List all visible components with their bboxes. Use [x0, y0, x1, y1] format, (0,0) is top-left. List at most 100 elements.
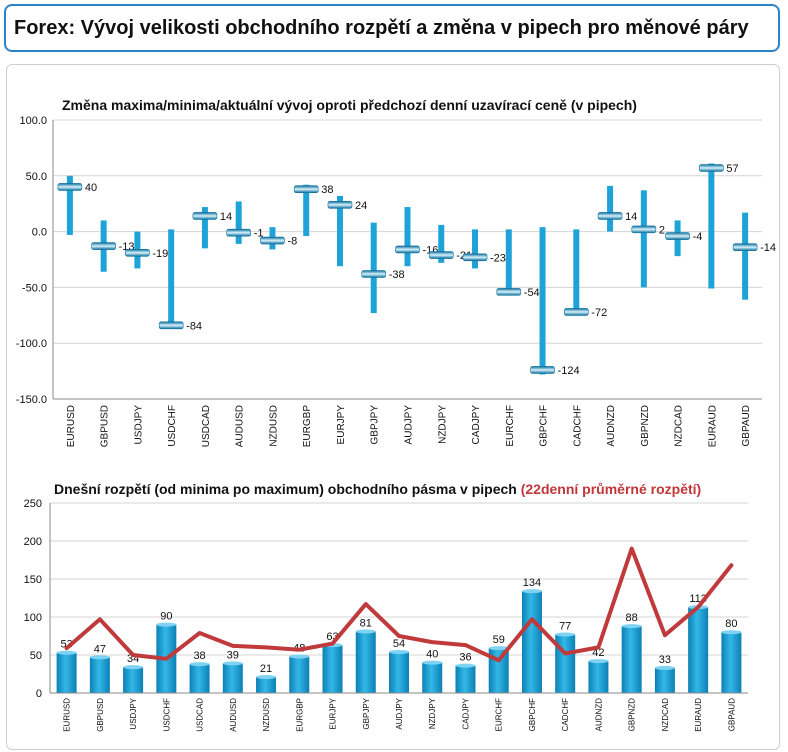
chart2-bar-cap: [555, 632, 576, 637]
chart2-bar-cap: [422, 660, 443, 665]
chart2-data-label: 39: [227, 649, 239, 661]
chart2-bar: [355, 631, 376, 693]
chart2-category-label: GBPJPY: [362, 697, 371, 729]
chart2-data-label: 81: [360, 617, 372, 629]
chart1-range-bar: [472, 229, 479, 269]
chart2-category-label: USDCAD: [196, 698, 205, 732]
chart2-bar: [521, 591, 542, 693]
chart1-range-bar: [505, 229, 512, 295]
chart2-data-label: 40: [426, 649, 438, 661]
chart1-range-bar: [201, 207, 208, 249]
chart2-data-label: 54: [393, 638, 405, 650]
chart2-bar-cap: [256, 675, 277, 680]
chart1-current-marker: [496, 288, 522, 296]
chart1-data-label: -1: [254, 228, 264, 240]
chart2-bar: [488, 648, 509, 693]
chart1-category-label: GBPJPY: [370, 405, 381, 445]
chart1-category-label: NZDJPY: [437, 405, 448, 444]
chart1-ytick-label: 0.0: [32, 227, 47, 239]
chart2-data-label: 36: [459, 652, 471, 664]
page-header: Forex: Vývoj velikosti obchodního rozpět…: [4, 4, 780, 52]
chart1-data-label: -84: [186, 320, 202, 332]
chart2-category-label: EURAUD: [694, 698, 703, 732]
chart1-current-marker: [327, 201, 353, 209]
chart1-data-label: -19: [152, 248, 168, 260]
chart2-ytick-label: 100: [24, 612, 42, 624]
chart2-category-label: GBPAUD: [727, 698, 736, 731]
chart2-bar: [256, 677, 277, 693]
chart1-current-marker: [462, 253, 488, 262]
chart2-category-label: GBPNZD: [628, 698, 637, 732]
chart1-category-label: GBPCHF: [539, 405, 550, 447]
chart2-category-label: NZDCAD: [661, 698, 670, 732]
chart2-bar-cap: [189, 662, 210, 667]
chart2-bar: [189, 664, 210, 693]
chart1-category-label: NZDUSD: [268, 405, 279, 447]
chart1-range-bar: [573, 229, 580, 314]
chart1-ytick-label: -50.0: [22, 282, 47, 294]
chart2-title: Dnešní rozpětí (od minima po maximum) ob…: [54, 481, 701, 497]
chart2-bar: [688, 607, 709, 693]
chart2-bar-cap: [588, 659, 609, 664]
chart2-bar: [222, 663, 243, 693]
chart2-category-label: EURGBP: [295, 698, 304, 732]
chart2-bar-cap: [389, 649, 409, 654]
chart2-data-label: 77: [559, 620, 571, 632]
chart1-category-label: USDCHF: [167, 405, 178, 447]
chart1-data-label: 38: [321, 184, 333, 196]
chart2-bar-cap: [355, 629, 376, 634]
chart2-bar: [721, 632, 742, 693]
chart1-ytick-label: 100.0: [19, 115, 47, 127]
chart2-data-label: 21: [260, 663, 272, 675]
chart1-range-bar: [438, 224, 445, 263]
chart2-data-label: 59: [493, 634, 505, 646]
chart2-ytick-label: 0: [36, 688, 42, 700]
chart1-category-label: CADCHF: [572, 405, 583, 447]
chart1-data-label: 14: [220, 211, 232, 223]
chart2-bar: [455, 665, 476, 693]
chart2-bar-cap: [89, 655, 110, 660]
chart1-data-label: 24: [355, 200, 367, 212]
chart2-bar-cap: [621, 624, 642, 629]
chart2-category-label: EURJPY: [329, 697, 338, 729]
chart2-bar-cap: [488, 646, 509, 651]
chart1-current-marker: [665, 232, 690, 240]
chart1-range-bar: [404, 207, 411, 267]
chart2-bar-cap: [123, 665, 144, 670]
chart1-current-marker: [530, 366, 555, 374]
chart2-bar: [389, 651, 409, 693]
chart1-category-label: EURUSD: [66, 405, 77, 447]
chart1-category-label: GBPAUD: [741, 405, 752, 447]
chart2-category-label: NZDJPY: [428, 697, 437, 729]
chart1-current-marker: [125, 249, 150, 257]
chart2-bar: [289, 656, 310, 693]
chart2-bar: [89, 657, 110, 693]
chart1-category-label: GBPUSD: [100, 405, 111, 447]
chart2-category-label: CADJPY: [461, 697, 470, 729]
chart2-data-label: 88: [626, 612, 638, 624]
chart1-current-marker: [631, 225, 657, 234]
chart1-current-marker: [395, 245, 420, 254]
chart1-current-marker: [91, 242, 116, 250]
chart1-data-label: 57: [726, 163, 738, 175]
chart2-title-main: Dnešní rozpětí (od minima po maximum) ob…: [54, 481, 517, 497]
chart1-title: Změna maxima/minima/aktuální vývoj oprot…: [62, 97, 637, 113]
chart1-ytick-label: 50.0: [26, 171, 47, 183]
chart2-category-label: EURCHF: [495, 698, 504, 731]
chart1-category-label: EURAUD: [707, 405, 718, 447]
chart2-data-label: 90: [160, 611, 172, 623]
chart1-range-bar: [539, 227, 546, 375]
chart2-ytick-label: 200: [24, 536, 42, 548]
chart2-ytick-label: 50: [30, 650, 42, 662]
chart1-range-bar: [336, 195, 343, 267]
chart1-data-label: -54: [524, 287, 540, 299]
chart1-current-marker: [564, 308, 589, 316]
chart1-data-label: 2: [659, 224, 665, 236]
chart1-range-bar: [607, 185, 614, 232]
chart2-average-line: [64, 546, 734, 663]
chart2-ytick-label: 150: [24, 574, 42, 586]
chart2-bar: [555, 634, 576, 693]
chart1-category-label: EURJPY: [336, 405, 347, 445]
chart2-bar-cap: [455, 663, 476, 668]
